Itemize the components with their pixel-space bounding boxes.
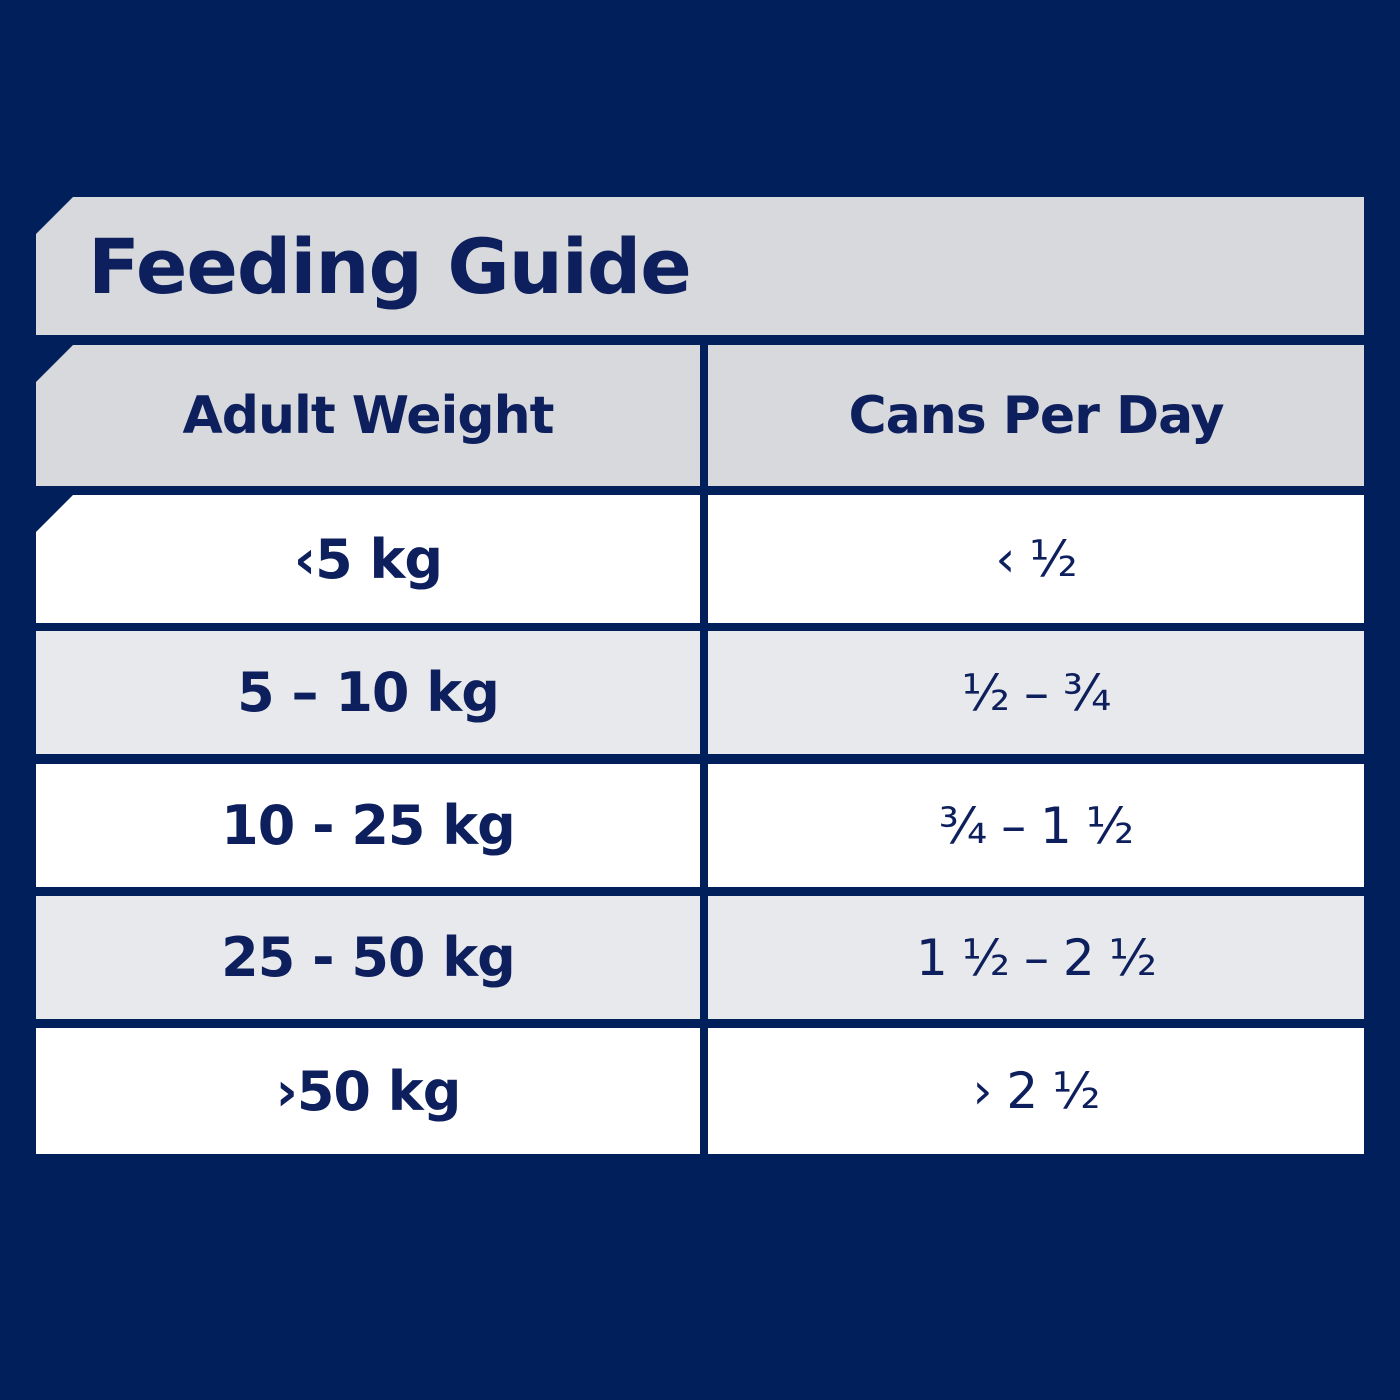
header-adult-weight: Adult Weight	[36, 345, 700, 486]
page-title: Feeding Guide	[88, 221, 692, 311]
weight-value: ‹5 kg	[293, 527, 443, 591]
table-row-1-cans: ‹ ½	[708, 495, 1364, 623]
table-row-3-cans: ¾ – 1 ½	[708, 764, 1364, 887]
header-adult-weight-label: Adult Weight	[182, 385, 555, 446]
feeding-guide-title-bar: Feeding Guide	[36, 197, 1364, 335]
weight-value: 10 - 25 kg	[221, 794, 516, 857]
table-row-5-cans: › 2 ½	[708, 1028, 1364, 1154]
table-row-5-weight: ›50 kg	[36, 1028, 700, 1154]
weight-value: ›50 kg	[275, 1059, 462, 1123]
weight-value: 25 - 50 kg	[221, 926, 516, 989]
table-row-2-weight: 5 – 10 kg	[36, 631, 700, 754]
table-row-2-cans: ½ – ¾	[708, 631, 1364, 754]
cans-value: ¾ – 1 ½	[938, 796, 1134, 855]
table-row-1-weight: ‹5 kg	[36, 495, 700, 623]
table-row-3-weight: 10 - 25 kg	[36, 764, 700, 887]
table-row-4-cans: 1 ½ – 2 ½	[708, 896, 1364, 1019]
cans-value: ½ – ¾	[961, 663, 1112, 722]
cans-value: 1 ½ – 2 ½	[915, 928, 1157, 987]
cans-value: › 2 ½	[972, 1062, 1100, 1120]
weight-value: 5 – 10 kg	[237, 661, 500, 724]
header-cans-per-day-label: Cans Per Day	[848, 385, 1224, 446]
table-row-4-weight: 25 - 50 kg	[36, 896, 700, 1019]
header-cans-per-day: Cans Per Day	[708, 345, 1364, 486]
cans-value: ‹ ½	[995, 530, 1077, 588]
